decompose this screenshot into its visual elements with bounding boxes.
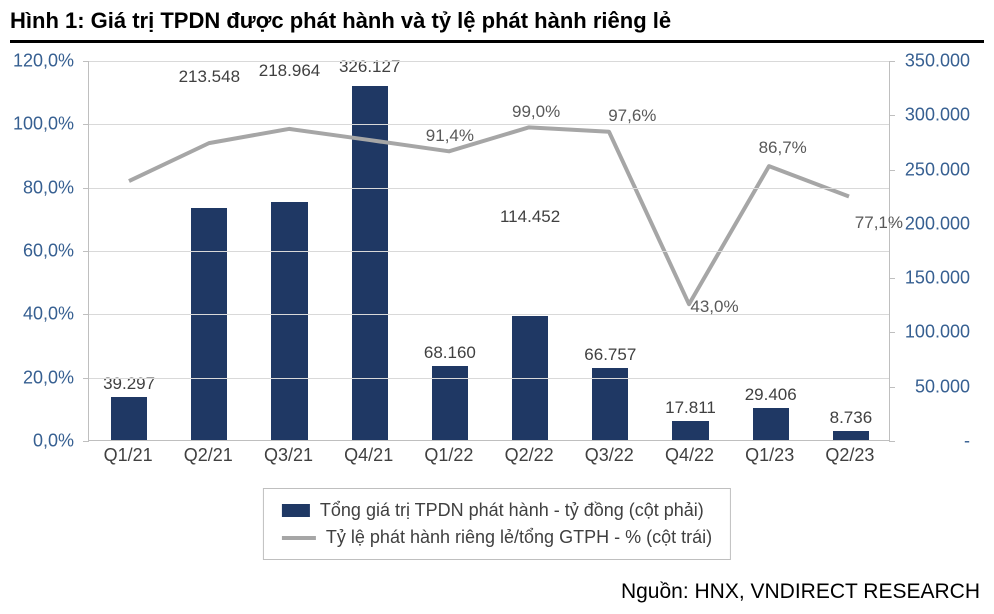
legend-item-bar: Tổng giá trị TPDN phát hành - tỷ đồng (c… — [282, 497, 712, 524]
line-value-label: 97,6% — [608, 106, 656, 126]
x-tick-label: Q3/21 — [264, 445, 313, 466]
y-left-tick: 100,0% — [13, 114, 74, 135]
source-text: Nguồn: HNX, VNDIRECT RESEARCH — [621, 580, 980, 604]
line-value-label: 91,4% — [426, 126, 474, 146]
chart-title: Hình 1: Giá trị TPDN được phát hành và t… — [10, 8, 984, 43]
line-series — [129, 127, 849, 304]
y-right-tick: 350.000 — [905, 51, 970, 72]
y-left-tick: 80,0% — [23, 177, 74, 198]
line-value-label: 86,7% — [759, 138, 807, 158]
x-axis: Q1/21 Q2/21 Q3/21 Q4/21 Q1/22 Q2/22 Q3/22 Q4/22… — [88, 445, 890, 475]
x-tick-label: Q2/21 — [184, 445, 233, 466]
y-left-tick: 60,0% — [23, 241, 74, 262]
line-value-label: 99,0% — [512, 102, 560, 122]
x-tick-label: Q2/22 — [505, 445, 554, 466]
y-right-tick: 200.000 — [905, 213, 970, 234]
y-right-tick: - — [964, 431, 970, 452]
y-left-tick: 20,0% — [23, 367, 74, 388]
y-right-tick: 150.000 — [905, 268, 970, 289]
y-left-tick: 40,0% — [23, 304, 74, 325]
legend-line-label: Tỷ lệ phát hành riêng lẻ/tổng GTPH - % (… — [326, 527, 712, 548]
x-tick-label: Q3/22 — [585, 445, 634, 466]
y-right-tick: 100.000 — [905, 322, 970, 343]
line-value-label: 43,0% — [690, 297, 738, 317]
x-tick-label: Q1/21 — [104, 445, 153, 466]
x-tick-label: Q1/22 — [424, 445, 473, 466]
y-axis-right: -50.000100.000150.000200.000250.000300.0… — [900, 61, 970, 441]
bar-swatch-icon — [282, 504, 310, 517]
x-tick-label: Q4/22 — [665, 445, 714, 466]
x-tick-label: Q1/23 — [745, 445, 794, 466]
line-value-label: 77,1% — [855, 213, 903, 233]
x-tick-label: Q2/23 — [825, 445, 874, 466]
chart-container: 0,0%20,0%40,0%60,0%80,0%100,0%120,0% -50… — [10, 61, 970, 501]
y-right-tick: 50.000 — [915, 376, 970, 397]
plot-area: 39.297213.548218.964326.12768.160114.452… — [88, 61, 890, 441]
y-left-tick: 0,0% — [33, 431, 74, 452]
legend-bar-label: Tổng giá trị TPDN phát hành - tỷ đồng (c… — [320, 500, 704, 521]
legend: Tổng giá trị TPDN phát hành - tỷ đồng (c… — [263, 488, 731, 560]
y-axis-left: 0,0%20,0%40,0%60,0%80,0%100,0%120,0% — [10, 61, 80, 441]
y-right-tick: 250.000 — [905, 159, 970, 180]
legend-item-line: Tỷ lệ phát hành riêng lẻ/tổng GTPH - % (… — [282, 524, 712, 551]
y-left-tick: 120,0% — [13, 51, 74, 72]
x-tick-label: Q4/21 — [344, 445, 393, 466]
line-swatch-icon — [282, 536, 316, 540]
y-right-tick: 300.000 — [905, 105, 970, 126]
